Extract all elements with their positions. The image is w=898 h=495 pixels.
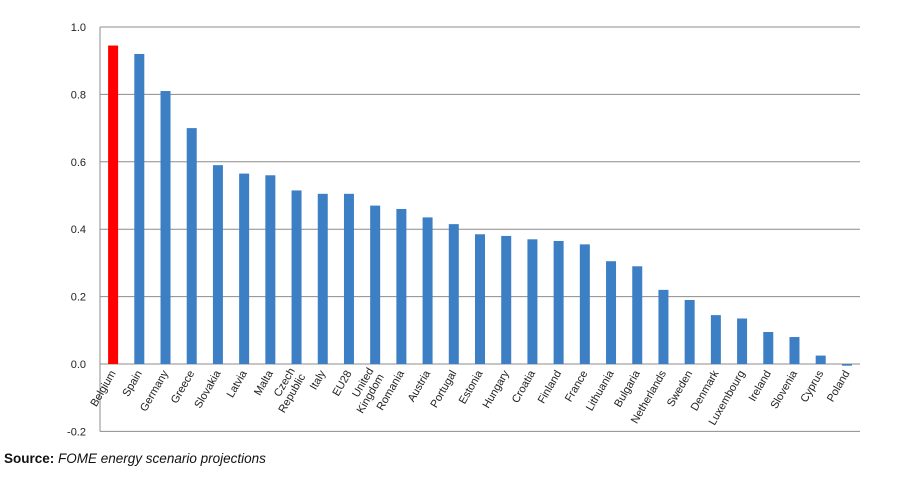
- bar: [501, 235, 512, 364]
- bar: [370, 205, 381, 364]
- bar: [160, 91, 171, 364]
- bar: [186, 128, 197, 364]
- bar: [606, 261, 617, 364]
- y-tick-label: -0.2: [67, 426, 86, 438]
- y-tick-label: 0.0: [71, 359, 86, 371]
- bar: [632, 266, 643, 364]
- x-tick-label: Greece: [169, 369, 197, 406]
- y-tick-label: 0.8: [71, 89, 86, 101]
- bars: [108, 45, 852, 366]
- bar: [475, 234, 485, 364]
- bar: [553, 240, 564, 364]
- bar: [317, 193, 328, 364]
- bar: [527, 239, 538, 364]
- bar: [134, 53, 145, 365]
- bar: [658, 289, 669, 364]
- source-text: FOME energy scenario projections: [58, 451, 266, 466]
- x-tick-label: Austria: [406, 368, 434, 404]
- bar: [815, 355, 826, 364]
- x-tick-label: Estonia: [457, 368, 486, 407]
- bar: [763, 331, 774, 364]
- bar: [710, 315, 721, 364]
- x-tick-label: Spain: [120, 369, 144, 399]
- bar: [737, 318, 748, 364]
- bar: [789, 337, 800, 364]
- x-tick-label: Italy: [308, 368, 329, 392]
- x-tick-label: Latvia: [225, 368, 251, 400]
- x-tick-label: Poland: [825, 369, 853, 405]
- bar: [396, 208, 407, 364]
- x-tick-label: Cyprus: [798, 368, 826, 405]
- source-note: Source: FOME energy scenario projections: [4, 451, 266, 466]
- x-tick-label: France: [563, 369, 591, 405]
- y-tick-label: 1.0: [71, 22, 86, 34]
- bar: [841, 364, 852, 366]
- y-axis: 1.0 0.8 0.6 0.4 0.2 0.0 -0.2: [67, 22, 101, 438]
- bar: [684, 299, 695, 364]
- x-tick-label: Belgium: [88, 369, 118, 409]
- x-tick-label: Finland: [536, 369, 564, 406]
- bar: [343, 193, 354, 364]
- bar: [579, 244, 590, 364]
- y-tick-label: 0.4: [71, 224, 86, 236]
- bar: [265, 175, 276, 364]
- bar: [422, 217, 433, 364]
- x-tick-label: Slovakia: [192, 368, 224, 411]
- y-tick-label: 0.6: [71, 157, 86, 169]
- bar: [108, 45, 119, 364]
- bar: [291, 190, 302, 364]
- source-label: Source:: [4, 451, 55, 466]
- x-tick-label: Croatia: [510, 368, 539, 405]
- bar-chart: 1.0 0.8 0.6 0.4 0.2 0.0 -0.2 Belgium SpainGerma…: [67, 22, 860, 438]
- x-tick-label: Portugal: [429, 369, 460, 410]
- bar: [239, 173, 250, 364]
- y-tick-label: 0.2: [71, 292, 86, 304]
- x-tick-label: Ireland: [747, 369, 774, 404]
- bar: [212, 165, 223, 364]
- bar: [448, 224, 459, 364]
